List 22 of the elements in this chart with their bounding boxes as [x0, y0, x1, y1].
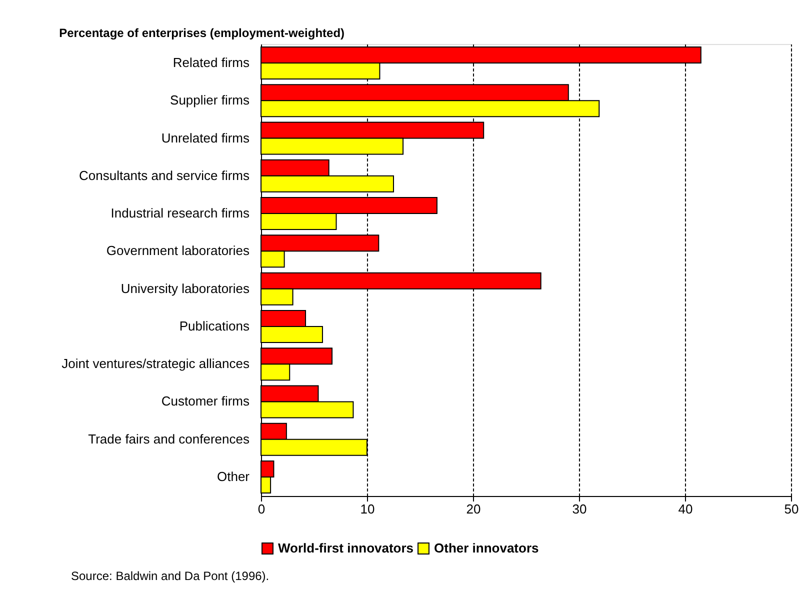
source-note: Source: Baldwin and Da Pont (1996). — [71, 569, 270, 583]
legend-label: Other innovators — [434, 540, 539, 556]
x-tick-label: 50 — [784, 502, 799, 516]
legend-label: World-first innovators — [278, 540, 414, 556]
y-tick-label: Other — [216, 468, 250, 484]
y-tick-label: Related firms — [172, 55, 250, 70]
y-tick-label: Industrial research firms — [110, 206, 250, 221]
x-tick-label: 40 — [678, 502, 693, 516]
x-tick-label: 0 — [258, 502, 266, 516]
y-tick-label: University laboratories — [120, 280, 250, 296]
y-tick-label: Customer firms — [161, 394, 250, 409]
x-tick-label: 10 — [360, 502, 375, 516]
chart-title: Percentage of enterprises (employment-weighted) — [59, 26, 345, 40]
y-tick-label: Unrelated firms — [161, 130, 250, 146]
y-tick-label: Publications — [179, 318, 250, 334]
y-tick-label: Consultants and service firms — [78, 168, 250, 183]
x-tick-label: 30 — [572, 502, 587, 516]
y-tick-label: Government laboratories — [106, 243, 250, 258]
y-tick-label: Joint ventures/strategic alliances — [62, 356, 250, 372]
y-tick-label: Supplier firms — [170, 92, 250, 108]
x-tick-label: 20 — [466, 502, 481, 516]
y-tick-label: Trade fairs and conferences — [88, 431, 250, 446]
